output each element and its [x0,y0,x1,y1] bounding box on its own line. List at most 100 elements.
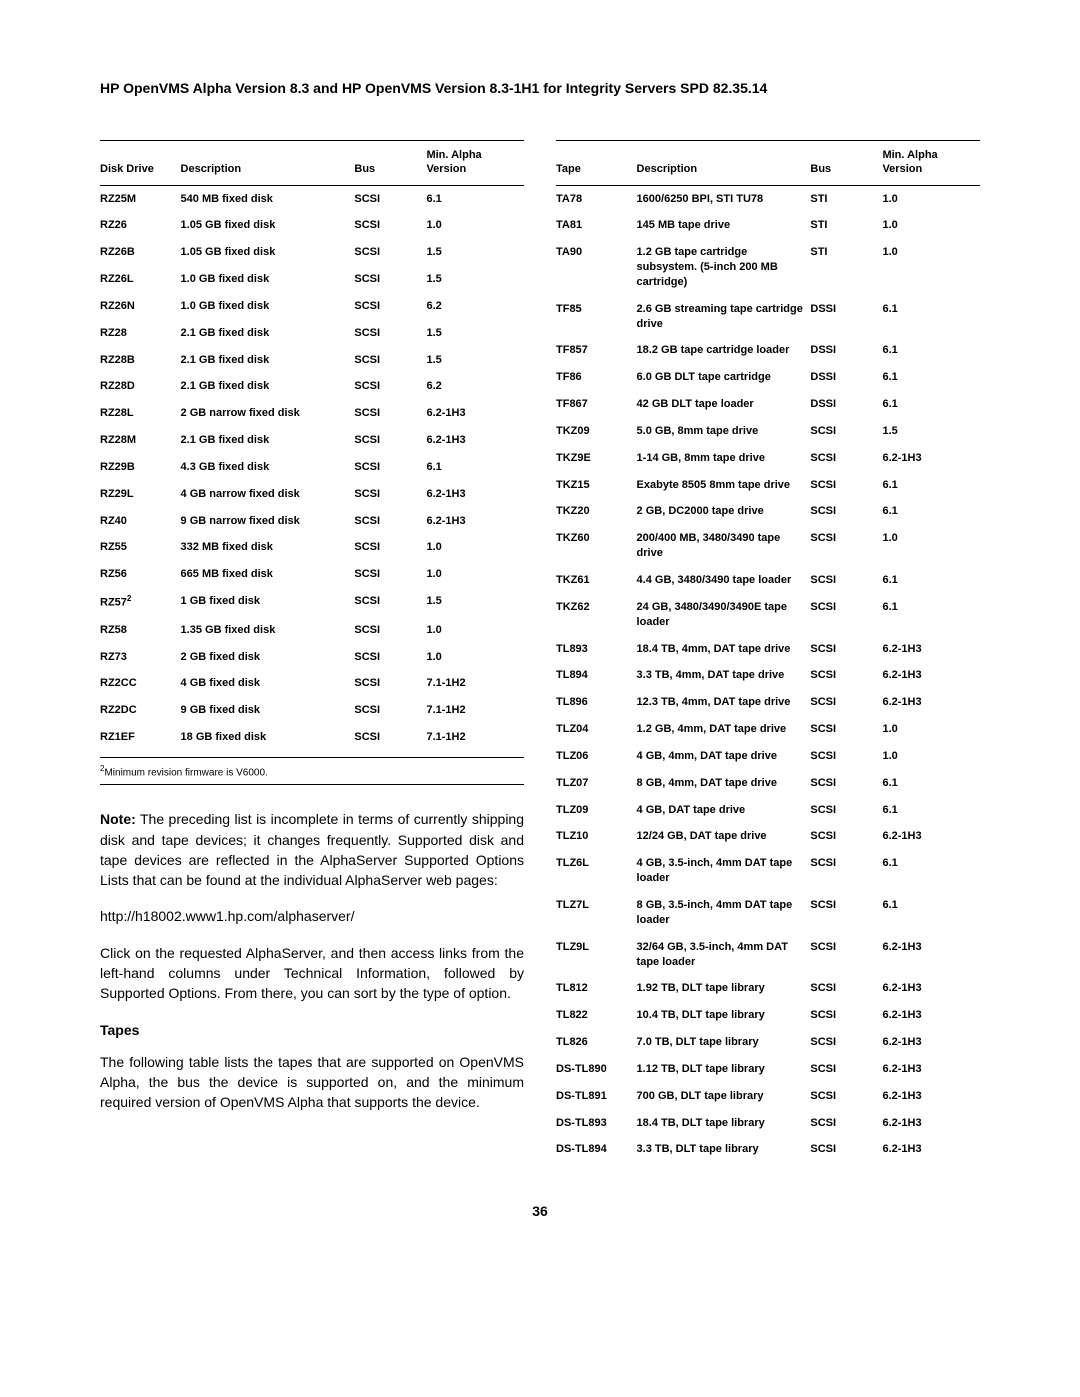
table-row: RZ282.1 GB fixed diskSCSI1.5 [100,320,524,347]
table-row: RZ25M540 MB fixed diskSCSI6.1 [100,185,524,212]
table-cell: TKZ20 [556,498,637,525]
table-cell: DSSI [810,391,882,418]
table-cell: 2 GB narrow fixed disk [181,400,355,427]
table-cell: 6.2-1H3 [882,662,980,689]
table-cell: 8 GB, 4mm, DAT tape drive [637,770,811,797]
table-cell: RZ1EF [100,724,181,751]
left-column: Disk Drive Description Bus Min. AlphaVer… [100,140,524,1163]
table-cell: RZ40 [100,508,181,535]
after-url-paragraph: Click on the requested AlphaServer, and … [100,943,524,1004]
table-cell: 6.2 [426,293,524,320]
table-cell: SCSI [354,400,426,427]
table-cell: 1.0 [882,525,980,567]
table-cell: 4 GB fixed disk [181,670,355,697]
tapes-intro: The following table lists the tapes that… [100,1052,524,1113]
table-cell: 332 MB fixed disk [181,534,355,561]
table-cell: RZ73 [100,644,181,671]
table-row: RZ2CC4 GB fixed diskSCSI7.1-1H2 [100,670,524,697]
table-cell: TKZ62 [556,594,637,636]
table-row: RZ29L4 GB narrow fixed diskSCSI6.2-1H3 [100,481,524,508]
col-description: Description [637,141,811,186]
note-paragraph: Note: The preceding list is incomplete i… [100,809,524,890]
table-row: RZ261.05 GB fixed diskSCSI1.0 [100,212,524,239]
table-cell: TLZ04 [556,716,637,743]
table-cell: 12.3 TB, 4mm, DAT tape drive [637,689,811,716]
table-row: TLZ7L8 GB, 3.5-inch, 4mm DAT tape loader… [556,892,980,934]
table-cell: 1.5 [426,347,524,374]
table-row: TLZ6L4 GB, 3.5-inch, 4mm DAT tape loader… [556,850,980,892]
table-cell: TLZ6L [556,850,637,892]
table-cell: 42 GB DLT tape loader [637,391,811,418]
table-cell: TA90 [556,239,637,296]
table-cell: 1.0 [426,212,524,239]
page-header: HP OpenVMS Alpha Version 8.3 and HP Open… [100,80,980,96]
col-bus: Bus [354,141,426,186]
table-cell: 6.1 [882,594,980,636]
table-row: TA901.2 GB tape cartridge subsystem. (5-… [556,239,980,296]
table-cell: 1.05 GB fixed disk [181,212,355,239]
table-row: TLZ094 GB, DAT tape driveSCSI6.1 [556,797,980,824]
table-cell: RZ28B [100,347,181,374]
table-row: DS-TL8901.12 TB, DLT tape librarySCSI6.2… [556,1056,980,1083]
table-cell: 665 MB fixed disk [181,561,355,588]
table-cell: 6.1 [882,770,980,797]
table-row: TA781600/6250 BPI, STI TU78STI1.0 [556,185,980,212]
table-cell: RZ28L [100,400,181,427]
table-cell: 18.4 TB, 4mm, DAT tape drive [637,636,811,663]
table-cell: 700 GB, DLT tape library [637,1083,811,1110]
table-row: TF852.6 GB streaming tape cartridge driv… [556,296,980,338]
table-row: RZ55332 MB fixed diskSCSI1.0 [100,534,524,561]
col-min-version: Min. AlphaVersion [426,141,524,186]
table-row: TKZ202 GB, DC2000 tape driveSCSI6.1 [556,498,980,525]
table-cell: TF867 [556,391,637,418]
table-cell: RZ2DC [100,697,181,724]
table-cell: SCSI [810,975,882,1002]
table-cell: TLZ9L [556,934,637,976]
table-cell: SCSI [810,567,882,594]
table-cell: 4.3 GB fixed disk [181,454,355,481]
page-number: 36 [100,1203,980,1219]
table-cell: TKZ15 [556,472,637,499]
table-cell: 18.4 TB, DLT tape library [637,1110,811,1137]
table-cell: TLZ10 [556,823,637,850]
table-cell: SCSI [810,1002,882,1029]
table-cell: 1.0 GB fixed disk [181,266,355,293]
col-description: Description [181,141,355,186]
table-row: RZ26B1.05 GB fixed diskSCSI1.5 [100,239,524,266]
table-row: TL82210.4 TB, DLT tape librarySCSI6.2-1H… [556,1002,980,1029]
disk-drive-table: Disk Drive Description Bus Min. AlphaVer… [100,140,524,751]
table-cell: 6.2-1H3 [882,689,980,716]
table-cell: SCSI [810,850,882,892]
table-cell: TLZ09 [556,797,637,824]
table-cell: 6.2 [426,373,524,400]
table-cell: 9 GB fixed disk [181,697,355,724]
table-cell: 145 MB tape drive [637,212,811,239]
table-cell: TL822 [556,1002,637,1029]
table-cell: 1.5 [882,418,980,445]
table-cell: 1.92 TB, DLT tape library [637,975,811,1002]
table-row: RZ26L1.0 GB fixed diskSCSI1.5 [100,266,524,293]
table-cell: TLZ7L [556,892,637,934]
table-cell: TL896 [556,689,637,716]
table-cell: TF86 [556,364,637,391]
table-cell: RZ29B [100,454,181,481]
table-cell: 1.12 TB, DLT tape library [637,1056,811,1083]
table-cell: 6.2-1H3 [882,445,980,472]
table-cell: 6.2-1H3 [882,1083,980,1110]
table-cell: SCSI [354,508,426,535]
table-row: RZ28B2.1 GB fixed diskSCSI1.5 [100,347,524,374]
table-cell: SCSI [354,212,426,239]
table-cell: 1600/6250 BPI, STI TU78 [637,185,811,212]
table-cell: 4 GB, DAT tape drive [637,797,811,824]
table-cell: RZ29L [100,481,181,508]
table-cell: 6.1 [882,498,980,525]
table-cell: TLZ06 [556,743,637,770]
table-cell: SCSI [810,498,882,525]
table-row: TKZ9E1-14 GB, 8mm tape driveSCSI6.2-1H3 [556,445,980,472]
table-row: RZ409 GB narrow fixed diskSCSI6.2-1H3 [100,508,524,535]
table-cell: 9 GB narrow fixed disk [181,508,355,535]
table-cell: DS-TL890 [556,1056,637,1083]
table-cell: 3.3 TB, DLT tape library [637,1136,811,1163]
table-cell: 2.1 GB fixed disk [181,373,355,400]
table-cell: TLZ07 [556,770,637,797]
